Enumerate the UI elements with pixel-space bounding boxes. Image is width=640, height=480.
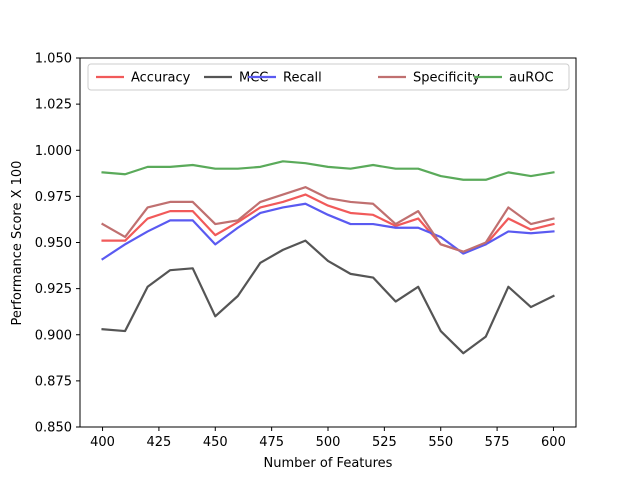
- x-tick-label: 550: [428, 435, 453, 450]
- legend-item-accuracy: Accuracy: [96, 71, 191, 86]
- x-tick-label: 450: [203, 435, 228, 450]
- legend-item-specificity: Specificity: [378, 71, 480, 86]
- y-axis-title: Performance Score X 100: [10, 161, 25, 326]
- y-tick-label: 1.025: [35, 98, 72, 113]
- plot-background: [80, 58, 576, 427]
- axes-layer: 400 425 450 475 500 525 550 575 600 0.850 0.875 0.9…: [35, 52, 577, 450]
- legend-item-recall: Recall: [248, 71, 322, 86]
- series-line-recall: [101, 202, 555, 261]
- x-tick-label: 575: [485, 435, 510, 450]
- x-tick-label: 400: [90, 435, 115, 450]
- legend-box: [87, 63, 570, 91]
- x-tick-label: 425: [146, 435, 171, 450]
- series-layer: [101, 160, 555, 355]
- y-tick-label: 0.925: [35, 282, 72, 297]
- y-tick-label: 1.000: [35, 144, 72, 159]
- y-tick-label: 0.975: [35, 190, 72, 205]
- legend-label: Accuracy: [131, 71, 191, 86]
- series-line-auroc: [101, 160, 555, 181]
- legend-label: auROC: [509, 71, 554, 86]
- x-tick-label: 475: [259, 435, 284, 450]
- legend-label: Recall: [283, 71, 322, 86]
- plot-area: [80, 58, 576, 427]
- series-line-mcc: [101, 239, 555, 355]
- x-tick-label: 600: [541, 435, 566, 450]
- y-tick-label: 0.850: [35, 421, 72, 436]
- series-line-specificity: [101, 186, 555, 253]
- y-tick-label: 1.050: [35, 52, 72, 67]
- legend-label: Specificity: [413, 71, 480, 86]
- y-tick-label: 0.875: [35, 374, 72, 389]
- y-tick-label: 0.900: [35, 328, 72, 343]
- x-tick-label: 525: [372, 435, 397, 450]
- x-axis-title: Number of Features: [264, 456, 393, 471]
- legend: AccuracyMCCRecallSpecificityauROC: [87, 63, 570, 91]
- legend-item-auroc: auROC: [474, 71, 554, 86]
- x-tick-label: 500: [316, 435, 341, 450]
- y-tick-label: 0.950: [35, 236, 72, 251]
